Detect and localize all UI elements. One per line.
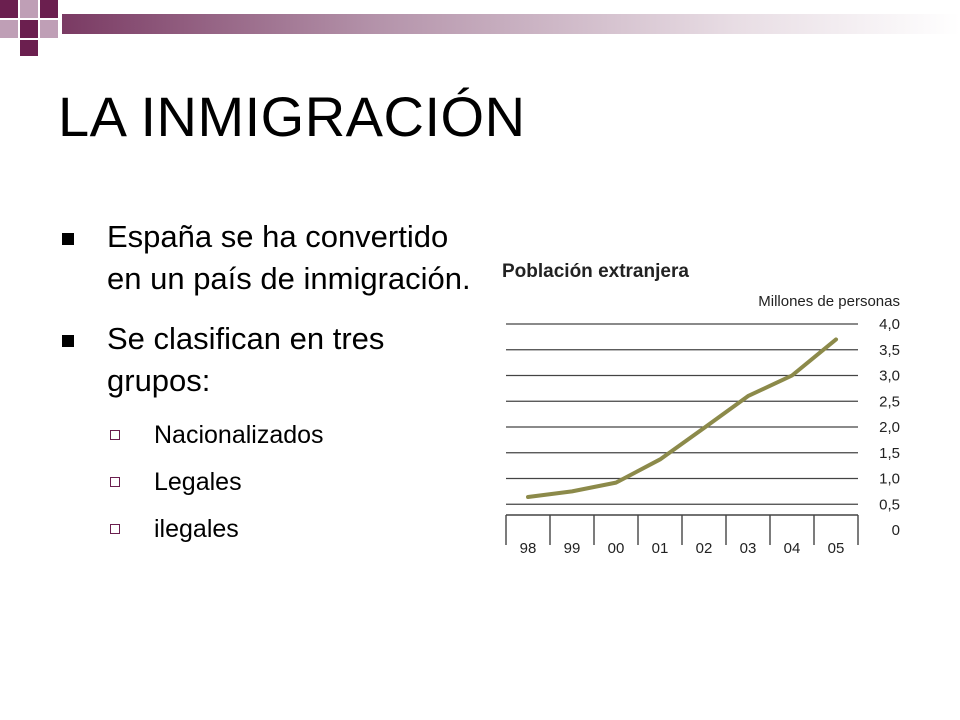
x-tick-label: 05 [828,540,845,557]
x-tick-label: 03 [740,540,757,557]
sub-bullet-text: ilegales [154,515,239,543]
sub-bullet-item: ilegales [58,514,478,544]
y-tick-label: 2,0 [879,419,900,436]
deco-square-2 [20,0,38,18]
sub-bullet-text: Nacionalizados [154,421,324,449]
slide-title: LA INMIGRACIÓN [58,85,526,148]
deco-square-1 [0,0,18,18]
chart-grid [506,323,858,505]
series-line [526,337,838,500]
chart-title: Población extranjera [502,261,689,282]
sub-bullet-item: Nacionalizados [58,420,478,450]
population-line-chart: Población extranjera Millones de persona… [502,261,900,557]
bullet-list: España se ha convertido en un país de in… [58,216,478,561]
chart-series [526,337,838,500]
bullet-text: Se clasifican en tres grupos: [107,321,385,398]
y-tick-label: 1,0 [879,471,900,488]
y-tick-label: 3,5 [879,342,900,359]
y-tick-label: 1,5 [879,445,900,462]
x-tick-label: 04 [784,540,801,557]
deco-square-3 [40,0,58,18]
x-tick-label: 98 [520,540,537,557]
square-bullet-icon [62,335,74,347]
deco-square-6 [40,20,58,38]
deco-square-7 [20,40,38,56]
x-tick-label: 99 [564,540,581,557]
deco-square-4 [0,20,18,38]
x-tick-label: 02 [696,540,713,557]
sub-bullet-list: Nacionalizados Legales ilegales [58,420,478,544]
sub-bullet-text: Legales [154,468,242,496]
bullet-text: España se ha convertido en un país de in… [107,219,471,296]
y-tick-label: 2,5 [879,393,900,410]
x-axis: 98 99 00 01 02 03 04 05 [505,514,859,557]
x-tick-label: 00 [608,540,625,557]
title-bar-decoration [62,14,960,34]
bullet-item: España se ha convertido en un país de in… [58,216,478,300]
y-tick-label: 3,0 [879,368,900,385]
hollow-square-bullet-icon [110,477,120,487]
sub-bullet-item: Legales [58,467,478,497]
square-bullet-icon [62,233,74,245]
chart-unit-label: Millones de personas [758,293,900,310]
hollow-square-bullet-icon [110,430,120,440]
bullet-item: Se clasifican en tres grupos: [58,318,478,402]
x-tick-label: 01 [652,540,669,557]
y-axis-ticks: 0 0,5 1,0 1,5 2,0 2,5 3,0 3,5 4,0 [879,316,900,539]
y-tick-label: 0,5 [879,496,900,513]
deco-square-5 [20,20,38,38]
y-tick-label: 4,0 [879,316,900,333]
y-tick-label: 0 [892,522,900,539]
hollow-square-bullet-icon [110,524,120,534]
